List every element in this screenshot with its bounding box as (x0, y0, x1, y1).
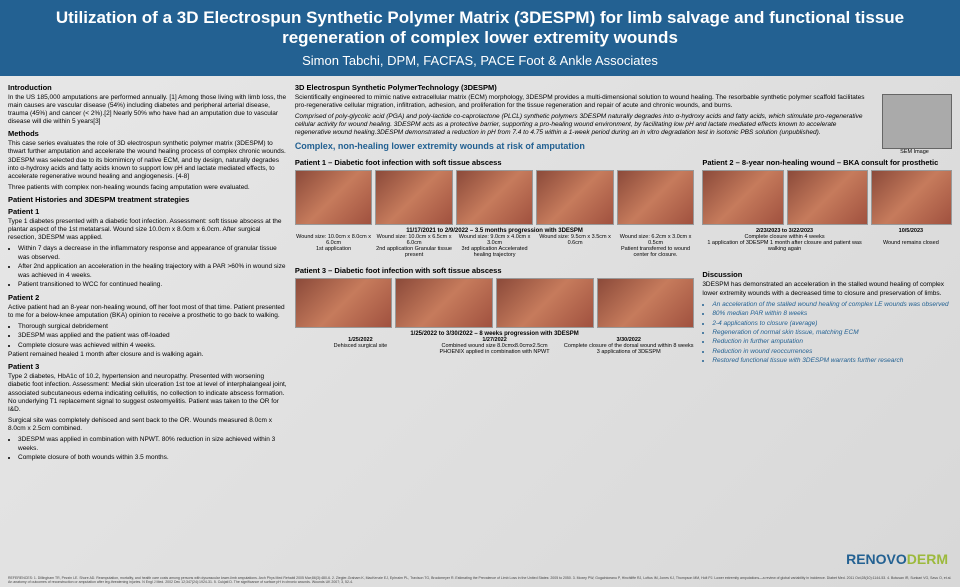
p1-photos (295, 170, 695, 225)
p3-text2: Surgical site was completely dehisced an… (8, 417, 287, 433)
methods-text: This case series evaluates the role of 3… (8, 140, 287, 181)
intro-text: In the US 185,000 amputations are perfor… (8, 94, 287, 127)
list-item: Restored functional tissue with 3DESPM w… (712, 357, 952, 365)
caption: 10/5/2023 (899, 228, 923, 234)
poster-title: Utilization of a 3D Electrospun Syntheti… (20, 8, 940, 49)
caption: Patient transferred to wound center for … (617, 246, 695, 258)
p2-title: Patient 2 (8, 293, 287, 302)
p1-header: Patient 1 – Diabetic foot infection with… (295, 158, 695, 167)
caption: 3rd application Accelerated healing traj… (456, 246, 534, 258)
list-item: An acceleration of the stalled wound hea… (712, 301, 952, 309)
tech-text1: Scientifically engineered to mimic nativ… (295, 94, 952, 110)
p3-header: Patient 3 – Diabetic foot infection with… (295, 266, 695, 275)
discussion-text: 3DESPM has demonstrated an acceleration … (702, 281, 952, 297)
list-item: Reduction in further amputation (712, 338, 952, 346)
p3-photos (295, 278, 695, 328)
title-bar: Utilization of a 3D Electrospun Syntheti… (0, 0, 960, 76)
wound-photo (295, 278, 393, 328)
wound-photo (456, 170, 534, 225)
tech-text2: Comprised of poly-glycolic acid (PGA) an… (295, 113, 952, 137)
list-item: Within 7 days a decrease in the inflamma… (18, 245, 287, 262)
caption: Wound size: 9.5cm x 3.5cm x 0.6cm (536, 234, 614, 246)
p2-text: Active patient had an 8-year non-healing… (8, 304, 287, 320)
list-item: Patient transitioned to WCC for continue… (18, 281, 287, 289)
list-item: Thorough surgical debridement (18, 323, 287, 331)
intro-title: Introduction (8, 83, 287, 92)
wound-photo (395, 278, 493, 328)
caption: Wound size: 10.0cm x 6.5cm x 6.0cm (375, 234, 453, 246)
histories-title: Patient Histories and 3DESPM treatment s… (8, 195, 287, 204)
p1-captions: Wound size: 10.0cm x 8.0cm x 6.0cm1st ap… (295, 234, 695, 258)
p1-title: Patient 1 (8, 207, 287, 216)
caption: 1 application of 3DESPM 1 month after cl… (702, 240, 866, 252)
wound-photo (597, 278, 695, 328)
methods-title: Methods (8, 129, 287, 138)
sem-image (882, 94, 952, 149)
p3-text: Type 2 diabetes, HbA1c of 10.2, hyperten… (8, 373, 287, 414)
tech-title: 3D Electrospun Synthetic PolymerTechnolo… (295, 83, 952, 92)
p2-photos (702, 170, 952, 225)
caption: Dehisced surgical site (334, 343, 388, 349)
caption: 2nd application Granular tissue present (375, 246, 453, 258)
caption: Wound size: 10.0cm x 8.0cm x 6.0cm (295, 234, 373, 246)
list-item: 3DESPM was applied in combination with N… (18, 436, 287, 453)
caption: Combined wound size 8.0cmx8.0cmx2.5cm PH… (440, 343, 550, 355)
wound-photo (375, 170, 453, 225)
logo-part1: RENOVO (846, 551, 907, 567)
wound-photo (702, 170, 783, 225)
p2-text2: Patient remained healed 1 month after cl… (8, 351, 287, 359)
list-item: Regeneration of normal skin tissue, matc… (712, 329, 952, 337)
list-item: Reduction in wound reoccurrences (712, 348, 952, 356)
p2-bullets: Thorough surgical debridement 3DESPM was… (8, 323, 287, 350)
wound-photo (871, 170, 952, 225)
list-item: Complete closure was achieved within 4 w… (18, 342, 287, 350)
caption: Wound size: 6.2cm x 3.0cm x 0.5cm (617, 234, 695, 246)
caption: Wound size: 9.0cm x 4.0cm x 3.0cm (456, 234, 534, 246)
right-column: 3D Electrospun Synthetic PolymerTechnolo… (295, 80, 952, 552)
discussion-title: Discussion (702, 270, 952, 279)
p2-header: Patient 2 – 8-year non-healing wound – B… (702, 158, 952, 167)
list-item: Complete closure of both wounds within 3… (18, 454, 287, 462)
list-item: After 2nd application an acceleration in… (18, 263, 287, 280)
caption: Wound remains closed (870, 240, 952, 252)
discussion-bullets: An acceleration of the stalled wound hea… (702, 301, 952, 366)
p3-title: Patient 3 (8, 362, 287, 371)
methods-text2: Three patients with complex non-healing … (8, 184, 287, 192)
caption: 1st application (295, 246, 373, 252)
content-area: Introduction In the US 185,000 amputatio… (0, 76, 960, 556)
p1-bullets: Within 7 days a decrease in the inflamma… (8, 245, 287, 289)
caption: Complete closure of the dorsal wound wit… (564, 343, 694, 355)
p1-text: Type 1 diabetes presented with a diabeti… (8, 218, 287, 242)
p3-bullets: 3DESPM was applied in combination with N… (8, 436, 287, 462)
wound-photo (295, 170, 373, 225)
wound-photo (787, 170, 868, 225)
left-column: Introduction In the US 185,000 amputatio… (8, 80, 287, 552)
list-item: 80% median PAR within 8 weeks (712, 310, 952, 318)
wound-photo (617, 170, 695, 225)
wound-photo (536, 170, 614, 225)
wound-photo (496, 278, 594, 328)
logo: RENOVODERM (846, 551, 948, 567)
list-item: 2-4 applications to closure (average) (712, 320, 952, 328)
author: Simon Tabchi, DPM, FACFAS, PACE Foot & A… (20, 53, 940, 68)
references: REFERENCES: 1. Dillingham TR, Pezzin LE.… (8, 577, 952, 585)
complex-header: Complex, non-healing lower extremity wou… (295, 141, 952, 151)
logo-part2: DERM (907, 551, 948, 567)
list-item: 3DESPM was applied and the patient was o… (18, 332, 287, 340)
